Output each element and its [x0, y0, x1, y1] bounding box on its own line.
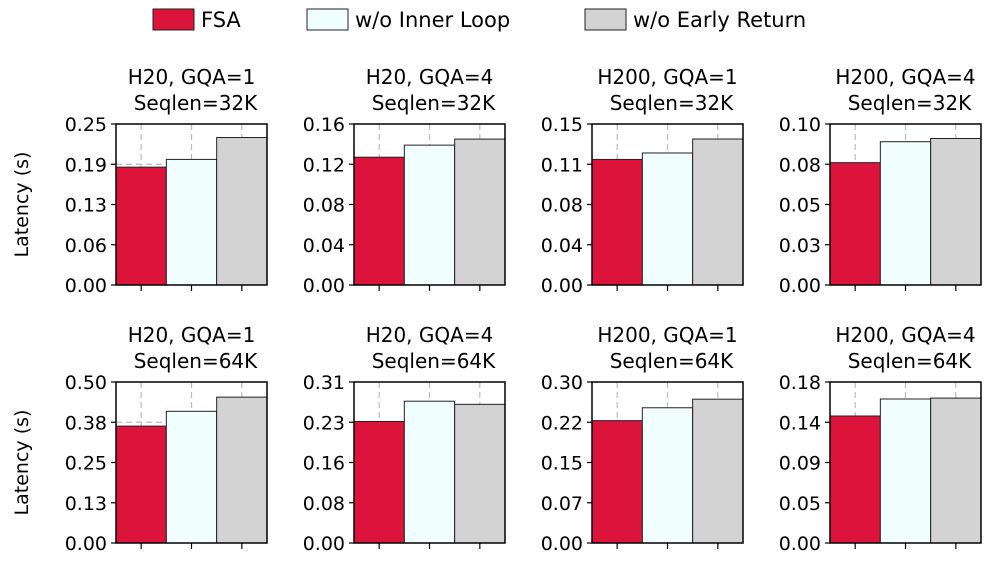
bar — [641, 152, 694, 286]
chart-panel: 0.00 0.07 0.15 0.22 0.30 H200, GQA=1Seqlen=64… — [541, 323, 744, 555]
y-tick-label: 0.25 — [65, 114, 107, 136]
bar — [353, 156, 405, 286]
panel-title-line2: Seqlen=64K — [134, 349, 258, 373]
bar — [165, 158, 218, 286]
chart-panel: 0.00 0.03 0.05 0.08 0.10 H200, GQA=4Seqlen=32… — [779, 65, 982, 297]
legend-label: w/o Early Return — [633, 8, 806, 32]
chart-panel: 0.00 0.04 0.08 0.11 0.15 H200, GQA=1Seqlen=32… — [541, 65, 744, 297]
y-tick-label: 0.23 — [303, 412, 345, 434]
y-tick-label: 0.10 — [779, 114, 821, 136]
y-axis-label: Latency (s) — [11, 410, 33, 516]
bar — [115, 425, 167, 544]
panel-title-line2: Seqlen=32K — [372, 91, 496, 115]
y-tick-label: 0.00 — [65, 275, 107, 297]
bar — [353, 420, 405, 544]
legend-label: FSA — [201, 8, 241, 32]
y-tick-label: 0.00 — [541, 275, 583, 297]
y-tick-label: 0.16 — [303, 114, 345, 136]
panel-title-line2: Seqlen=64K — [610, 349, 734, 373]
y-tick-label: 0.04 — [303, 235, 345, 257]
y-tick-label: 0.00 — [303, 275, 345, 297]
legend-label: w/o Inner Loop — [355, 8, 510, 32]
y-tick-label: 0.05 — [779, 195, 821, 217]
panel-title-line1: H200, GQA=1 — [597, 65, 737, 89]
panel-title-line1: H200, GQA=4 — [835, 323, 975, 347]
bar — [930, 397, 982, 544]
y-tick-label: 0.15 — [541, 453, 583, 475]
bar — [930, 137, 982, 286]
y-tick-label: 0.38 — [65, 412, 107, 434]
y-tick-label: 0.08 — [303, 195, 345, 217]
y-tick-label: 0.00 — [779, 533, 821, 555]
y-tick-label: 0.30 — [541, 372, 583, 394]
y-tick-label: 0.09 — [779, 453, 821, 475]
bar — [454, 403, 506, 544]
y-tick-label: 0.31 — [303, 372, 345, 394]
panel-title-line2: Seqlen=64K — [372, 349, 496, 373]
panel-title-line1: H20, GQA=1 — [128, 65, 256, 89]
y-tick-label: 0.05 — [779, 493, 821, 515]
y-tick-label: 0.14 — [779, 412, 821, 434]
panel-title-line1: H200, GQA=4 — [835, 65, 975, 89]
y-tick-label: 0.13 — [65, 493, 107, 515]
panel-title-line2: Seqlen=32K — [610, 91, 734, 115]
bar — [403, 400, 456, 544]
panel-title-line2: Seqlen=32K — [848, 91, 972, 115]
bar — [692, 138, 744, 286]
chart-panel: 0.00 0.06 0.13 0.19 0.25 H20, GQA=1Seqlen=32K… — [11, 65, 268, 297]
y-tick-label: 0.13 — [65, 195, 107, 217]
y-tick-label: 0.00 — [541, 533, 583, 555]
y-tick-label: 0.03 — [779, 235, 821, 257]
bar — [216, 137, 268, 286]
y-tick-label: 0.08 — [541, 195, 583, 217]
bar — [454, 138, 506, 286]
bar — [879, 398, 932, 544]
chart-panel: 0.00 0.05 0.09 0.14 0.18 H200, GQA=4Seqlen=64… — [779, 323, 982, 555]
y-tick-label: 0.08 — [303, 493, 345, 515]
legend: FSA w/o Inner Loop w/o Early Return — [152, 8, 806, 32]
y-tick-label: 0.07 — [541, 493, 583, 515]
panel-title-line2: Seqlen=32K — [134, 91, 258, 115]
bar — [591, 420, 643, 544]
y-tick-label: 0.11 — [541, 154, 583, 176]
bar — [403, 144, 456, 286]
y-tick-label: 0.25 — [65, 453, 107, 475]
bar — [115, 166, 167, 286]
legend-swatch — [584, 8, 627, 31]
y-tick-label: 0.00 — [303, 533, 345, 555]
legend-swatch — [306, 8, 349, 31]
y-tick-label: 0.12 — [303, 154, 345, 176]
bar — [829, 162, 881, 286]
y-tick-label: 0.22 — [541, 412, 583, 434]
bar — [641, 407, 694, 544]
y-tick-label: 0.15 — [541, 114, 583, 136]
panel-title-line1: H20, GQA=4 — [366, 65, 494, 89]
y-tick-label: 0.16 — [303, 453, 345, 475]
panel-title-line1: H200, GQA=1 — [597, 323, 737, 347]
bar — [591, 158, 643, 286]
bar — [216, 396, 268, 544]
y-tick-label: 0.18 — [779, 372, 821, 394]
panel-title-line1: H20, GQA=1 — [128, 323, 256, 347]
bar — [879, 141, 932, 286]
y-tick-label: 0.04 — [541, 235, 583, 257]
y-tick-label: 0.19 — [65, 154, 107, 176]
y-tick-label: 0.08 — [779, 154, 821, 176]
y-tick-label: 0.06 — [65, 235, 107, 257]
bar — [829, 415, 881, 544]
y-tick-label: 0.00 — [65, 533, 107, 555]
bar — [165, 410, 218, 544]
panel-title-line1: H20, GQA=4 — [366, 323, 494, 347]
y-tick-label: 0.00 — [779, 275, 821, 297]
panel-title-line2: Seqlen=64K — [848, 349, 972, 373]
y-tick-label: 0.50 — [65, 372, 107, 394]
chart-panel: 0.00 0.13 0.25 0.38 0.50 H20, GQA=1Seqlen=64K… — [11, 323, 268, 555]
y-axis-label: Latency (s) — [11, 152, 33, 258]
bar — [692, 398, 744, 544]
legend-swatch — [152, 8, 195, 31]
